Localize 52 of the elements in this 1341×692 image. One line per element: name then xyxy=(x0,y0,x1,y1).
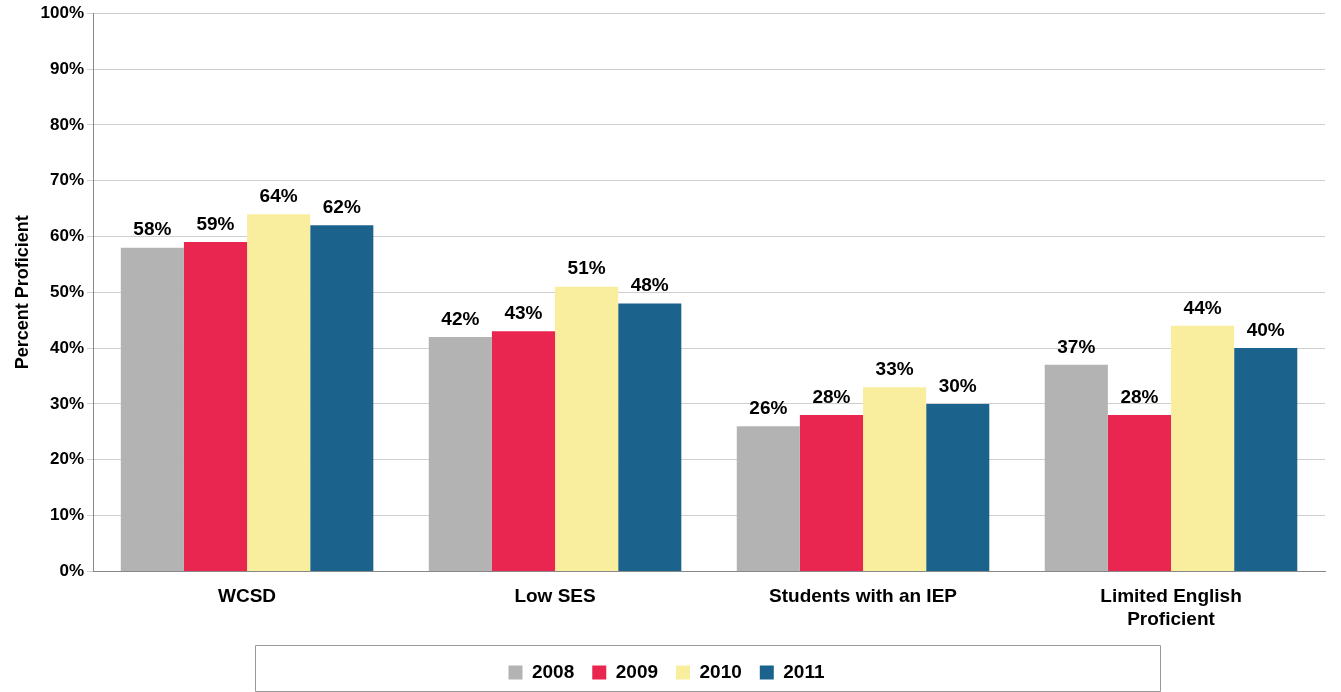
legend-label: 2009 xyxy=(615,660,659,682)
x-tick-label: Limited English Proficient xyxy=(1100,585,1242,629)
data-label: 26% xyxy=(749,397,788,418)
data-label: 28% xyxy=(1120,385,1159,407)
data-label: 30% xyxy=(938,374,977,396)
data-label: 51% xyxy=(567,257,606,279)
y-tick-label: 70% xyxy=(50,170,85,190)
x-tick-label: WCSD xyxy=(218,585,277,607)
y-tick-label: 10% xyxy=(50,505,85,525)
bar xyxy=(1171,325,1235,571)
data-label: 44% xyxy=(1183,296,1222,318)
y-tick-label: 30% xyxy=(50,393,85,413)
bar xyxy=(1107,415,1172,571)
bar xyxy=(799,415,864,571)
x-tick-label: Students with an IEP xyxy=(769,585,958,607)
data-label: 59% xyxy=(196,212,235,234)
y-tick-label: 0% xyxy=(59,561,85,581)
bar xyxy=(555,286,619,571)
y-tick-label: 20% xyxy=(50,449,85,469)
y-tick-label: 100% xyxy=(40,2,85,22)
x-tick-label: Low SES xyxy=(514,585,596,607)
bar xyxy=(926,403,990,571)
data-label: 28% xyxy=(812,385,851,407)
legend-label: 2011 xyxy=(783,660,825,682)
bar xyxy=(618,303,682,571)
data-label: 64% xyxy=(259,184,298,206)
bar xyxy=(1044,364,1108,571)
data-label: 40% xyxy=(1246,318,1285,340)
y-tick-label: 80% xyxy=(50,114,85,134)
data-label: 48% xyxy=(630,274,669,296)
y-tick-label: 60% xyxy=(50,226,85,246)
bar xyxy=(428,336,492,571)
y-tick-label: 90% xyxy=(50,58,85,78)
bar xyxy=(247,214,311,571)
data-label: 58% xyxy=(133,218,172,240)
data-label: 42% xyxy=(441,307,480,329)
bar xyxy=(120,247,184,571)
legend-label: 2010 xyxy=(699,660,742,682)
bar xyxy=(183,242,248,571)
bar xyxy=(863,387,927,571)
y-axis-title: Percent Proficient xyxy=(11,215,32,370)
data-label: 62% xyxy=(322,196,361,218)
data-label: 37% xyxy=(1057,335,1096,357)
data-label: 33% xyxy=(875,357,914,379)
legend-label: 2008 xyxy=(531,660,575,682)
bar xyxy=(310,225,374,571)
data-label: 43% xyxy=(504,302,543,324)
bar xyxy=(736,426,800,571)
bar xyxy=(491,331,556,571)
y-tick-label: 40% xyxy=(50,337,85,357)
bar xyxy=(1234,348,1298,571)
y-tick-label: 50% xyxy=(50,281,85,301)
